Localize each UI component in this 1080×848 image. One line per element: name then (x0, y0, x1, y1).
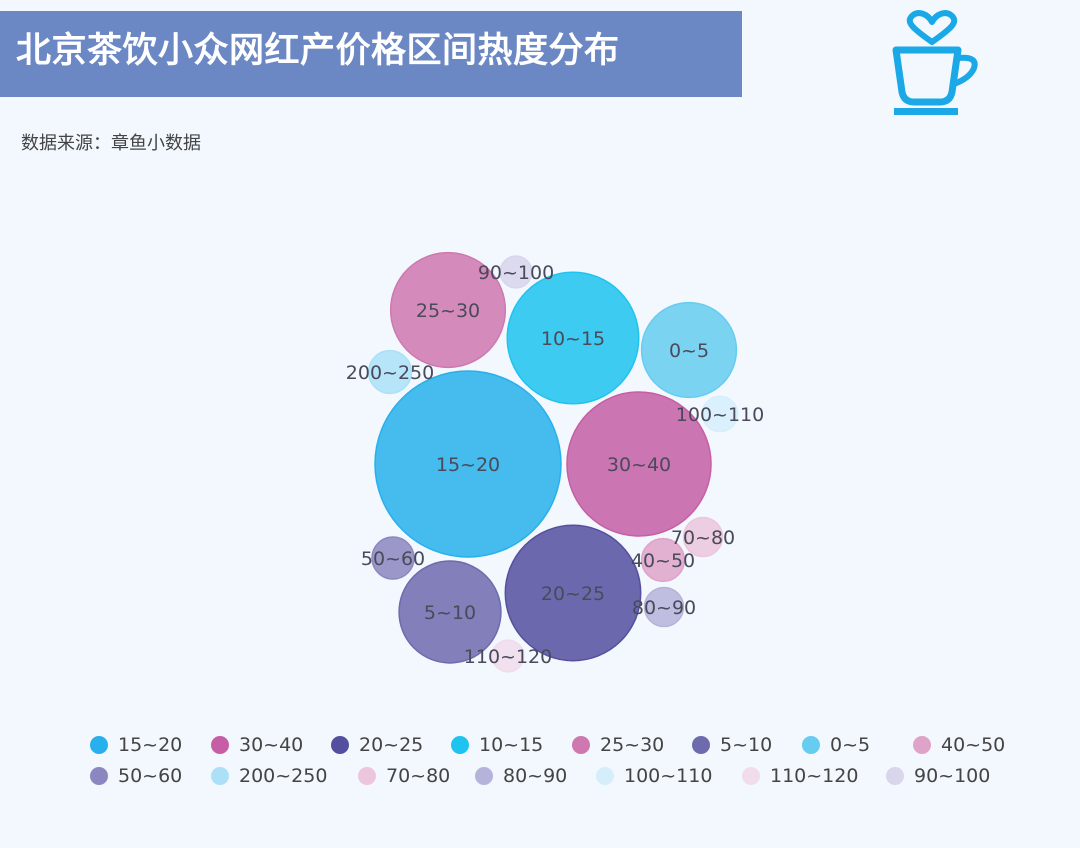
legend-label: 90~100 (914, 765, 991, 787)
bubble-30-40[interactable] (566, 391, 712, 537)
coffee-cup-heart-icon (892, 10, 978, 115)
legend-swatch (596, 767, 614, 785)
legend-label: 40~50 (941, 734, 1006, 756)
legend-swatch (572, 736, 590, 754)
bubble-label: 15~20 (436, 454, 500, 476)
bubble-label: 110~120 (464, 646, 552, 668)
bubble-label: 100~110 (676, 404, 764, 426)
bubble-110-120[interactable] (491, 639, 525, 673)
legend-item[interactable]: 40~50 (913, 734, 1005, 756)
data-source-note: 数据来源：章鱼小数据 (21, 133, 201, 154)
bubble-25-30[interactable] (389, 251, 507, 369)
legend-item[interactable]: 80~90 (475, 765, 567, 787)
chart-legend: 15~20 30~40 20~25 10~15 25~30 5~10 0~5 40~50 50… (0, 734, 1080, 796)
legend-swatch (475, 767, 493, 785)
bubble-label: 40~50 (631, 550, 695, 572)
bubble-circle[interactable] (371, 536, 415, 580)
legend-swatch (692, 736, 710, 754)
legend-item[interactable]: 20~25 (331, 734, 423, 756)
bubble-40-50[interactable] (640, 537, 686, 583)
legend-item[interactable]: 70~80 (358, 765, 450, 787)
bubble-20-25[interactable] (504, 524, 642, 662)
legend-label: 70~80 (386, 765, 451, 787)
bubble-label: 200~250 (346, 362, 434, 384)
bubble-70-80[interactable] (682, 516, 724, 558)
legend-item[interactable]: 25~30 (572, 734, 664, 756)
legend-swatch (90, 767, 108, 785)
bubble-circle[interactable] (506, 271, 640, 405)
bubble-label: 0~5 (669, 340, 709, 362)
legend-swatch (211, 767, 229, 785)
legend-item[interactable]: 50~60 (90, 765, 182, 787)
bubble-circle[interactable] (640, 537, 686, 583)
bubble-label: 90~100 (478, 262, 554, 284)
bubble-label: 80~90 (632, 597, 696, 619)
legend-swatch (886, 767, 904, 785)
legend-label: 100~110 (624, 765, 713, 787)
legend-item[interactable]: 15~20 (90, 734, 182, 756)
page-title: 北京茶饮小众网红产价格区间热度分布 (16, 31, 620, 71)
bubble-circle[interactable] (701, 395, 739, 433)
legend-label: 30~40 (239, 734, 304, 756)
legend-item[interactable]: 200~250 (211, 765, 327, 787)
bubble-label: 20~25 (541, 583, 605, 605)
bubble-circle[interactable] (398, 560, 502, 664)
legend-label: 110~120 (770, 765, 859, 787)
legend-item[interactable]: 5~10 (692, 734, 772, 756)
bubble-5-10[interactable] (398, 560, 502, 664)
legend-item[interactable]: 90~100 (886, 765, 990, 787)
bubble-circle[interactable] (504, 524, 642, 662)
bubble-label: 25~30 (416, 300, 480, 322)
bubble-0-5[interactable] (640, 301, 738, 399)
legend-swatch (913, 736, 931, 754)
legend-label: 80~90 (503, 765, 568, 787)
legend-row: 50~60 200~250 70~80 80~90 100~110 110~120 90~1… (0, 765, 1080, 796)
bubble-label: 5~10 (424, 602, 476, 624)
legend-swatch (451, 736, 469, 754)
legend-item[interactable]: 10~15 (451, 734, 543, 756)
legend-label: 200~250 (239, 765, 328, 787)
bubble-circle[interactable] (491, 639, 525, 673)
bubble-circle[interactable] (389, 251, 507, 369)
legend-item[interactable]: 110~120 (742, 765, 858, 787)
bubble-circle[interactable] (682, 516, 724, 558)
legend-item[interactable]: 100~110 (596, 765, 712, 787)
legend-row: 15~20 30~40 20~25 10~15 25~30 5~10 0~5 40~50 (0, 734, 1080, 765)
title-bar: 北京茶饮小众网红产价格区间热度分布 (0, 11, 742, 97)
legend-label: 10~15 (479, 734, 544, 756)
bubble-circle[interactable] (499, 255, 533, 289)
legend-swatch (802, 736, 820, 754)
legend-label: 20~25 (359, 734, 424, 756)
legend-label: 50~60 (118, 765, 183, 787)
bubble-label: 50~60 (361, 548, 425, 570)
bubble-80-90[interactable] (643, 586, 685, 628)
bubble-10-15[interactable] (506, 271, 640, 405)
bubble-label: 10~15 (541, 328, 605, 350)
bubble-label: 70~80 (671, 527, 735, 549)
bubble-circle[interactable] (374, 370, 562, 558)
legend-label: 25~30 (600, 734, 665, 756)
legend-swatch (358, 767, 376, 785)
legend-label: 15~20 (118, 734, 183, 756)
legend-swatch (331, 736, 349, 754)
legend-swatch (742, 767, 760, 785)
bubble-90-100[interactable] (499, 255, 533, 289)
legend-item[interactable]: 30~40 (211, 734, 303, 756)
legend-label: 0~5 (830, 734, 871, 756)
bubble-circle[interactable] (643, 586, 685, 628)
bubble-50-60[interactable] (371, 536, 415, 580)
legend-label: 5~10 (720, 734, 773, 756)
bubble-circle[interactable] (566, 391, 712, 537)
legend-swatch (90, 736, 108, 754)
bubble-200-250[interactable] (367, 349, 413, 395)
bubble-circle[interactable] (640, 301, 738, 399)
bubble-chart: 15~20 30~40 20~25 10~15 25~30 5~10 0~5 40~50 50~… (346, 251, 764, 673)
bubble-100-110[interactable] (701, 395, 739, 433)
bubble-circle[interactable] (367, 349, 413, 395)
bubble-label: 30~40 (607, 454, 671, 476)
bubble-15-20[interactable] (374, 370, 562, 558)
legend-swatch (211, 736, 229, 754)
legend-item[interactable]: 0~5 (802, 734, 870, 756)
